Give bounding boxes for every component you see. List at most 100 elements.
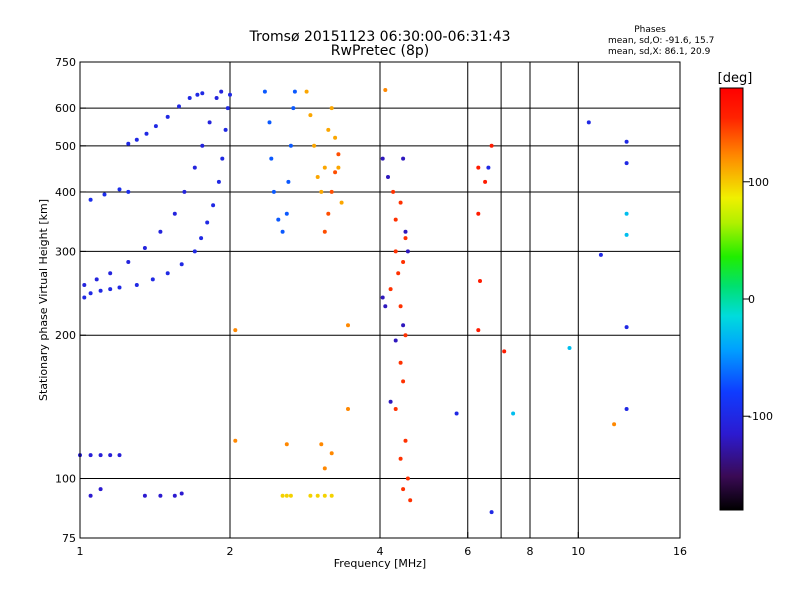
echo-point <box>346 407 350 411</box>
echo-point <box>207 120 212 125</box>
echo-point <box>401 379 406 384</box>
echo-point <box>393 217 398 222</box>
echo-point <box>478 279 482 283</box>
y-tick-label: 400 <box>55 186 76 199</box>
echo-point <box>336 165 341 170</box>
echo-point <box>391 189 396 194</box>
echo-point <box>205 220 210 225</box>
echo-point <box>94 277 99 282</box>
echo-point <box>126 260 131 264</box>
colorbar-tick-label: 100 <box>748 176 769 189</box>
echo-point <box>179 491 184 496</box>
echo-point <box>286 179 291 184</box>
chart-title: Tromsø 20151123 06:30:00-06:31:43 <box>249 29 511 45</box>
echo-point <box>401 156 406 161</box>
echo-point <box>388 399 393 404</box>
x-tick-label: 8 <box>527 545 534 558</box>
x-axis: 1 2 4 6 8 10 16 <box>77 532 687 558</box>
colorbar <box>719 87 744 511</box>
echo-point <box>172 211 177 216</box>
echo-point <box>219 89 224 94</box>
echo-point <box>598 252 603 257</box>
echo-point <box>315 175 320 179</box>
chart-subtitle: RwPretec (8p) <box>331 43 429 59</box>
colorbar-ticks: 100 0 -100 <box>743 176 773 423</box>
echo-point <box>182 189 187 194</box>
y-tick-label: 300 <box>55 245 76 258</box>
echo-point <box>586 120 591 125</box>
echo-point <box>401 260 406 264</box>
echo-point <box>82 295 87 300</box>
echo-point <box>333 170 338 175</box>
echo-point <box>476 211 481 216</box>
echo-point <box>383 304 388 309</box>
echo-point <box>502 349 507 354</box>
echo-point <box>624 139 629 144</box>
echo-point <box>329 451 334 456</box>
echo-point <box>393 249 398 254</box>
echo-point <box>220 156 225 161</box>
echo-point <box>489 143 494 148</box>
echo-point <box>150 277 155 282</box>
echo-point <box>117 187 122 192</box>
echo-point <box>383 88 388 92</box>
echo-point <box>398 360 403 365</box>
echo-point <box>88 493 93 498</box>
echo-point <box>88 453 93 458</box>
echo-point <box>624 407 629 411</box>
echo-point <box>158 493 163 498</box>
echo-point <box>624 161 629 166</box>
echo-point <box>403 333 408 338</box>
echo-point <box>476 328 481 333</box>
echo-point <box>98 487 103 492</box>
echo-point <box>233 328 238 333</box>
x-axis-label: Frequency [MHz] <box>334 557 426 570</box>
echo-point <box>322 229 327 234</box>
echo-point <box>393 407 398 411</box>
echo-point <box>333 135 338 140</box>
echo-point <box>172 493 177 498</box>
echo-point <box>486 165 491 170</box>
echo-point <box>187 96 192 100</box>
echo-point <box>292 89 297 94</box>
echo-point <box>82 283 87 287</box>
echo-point <box>319 189 324 194</box>
echo-point <box>144 131 149 136</box>
echo-point <box>211 203 216 208</box>
echo-point <box>88 197 93 202</box>
echo-point <box>271 189 276 194</box>
echo-point <box>88 291 93 296</box>
echo-point <box>322 466 327 471</box>
echo-point <box>336 152 341 157</box>
y-tick-label: 500 <box>55 140 76 153</box>
echo-point <box>288 143 293 148</box>
echo-point <box>267 120 272 125</box>
echo-point <box>262 89 267 94</box>
x-tick-label: 4 <box>377 545 384 558</box>
echo-point <box>284 442 289 447</box>
echo-point <box>200 143 205 148</box>
echo-point <box>179 262 184 267</box>
echo-point <box>225 106 230 111</box>
grid-lines <box>80 62 680 538</box>
echo-point <box>280 493 285 498</box>
y-tick-label: 600 <box>55 102 76 115</box>
echo-point <box>398 200 403 205</box>
echo-point <box>117 285 122 290</box>
echo-point <box>489 510 494 515</box>
echo-point <box>624 232 629 237</box>
stats-line-x: mean, sd,X: 86.1, 20.9 <box>608 47 711 57</box>
echo-point <box>102 192 107 197</box>
data-points <box>78 88 629 515</box>
echo-point <box>315 493 320 498</box>
echo-point <box>312 143 317 148</box>
echo-point <box>98 453 103 458</box>
echo-point <box>134 137 139 142</box>
echo-point <box>233 438 238 443</box>
echo-point <box>108 453 113 458</box>
echo-point <box>624 211 629 216</box>
echo-point <box>276 217 281 222</box>
echo-point <box>117 453 122 458</box>
echo-point <box>388 287 393 292</box>
